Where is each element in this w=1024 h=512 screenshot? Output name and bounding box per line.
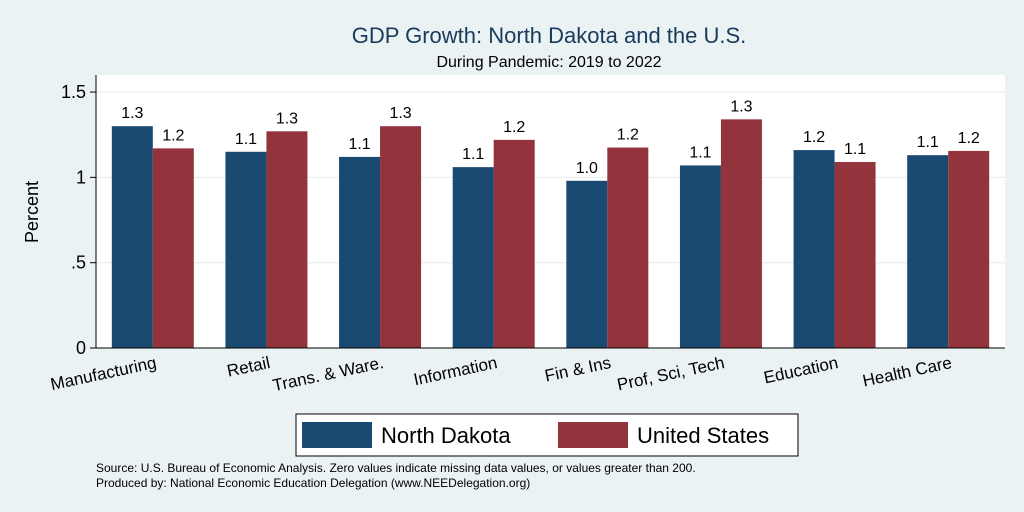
- data-label: 1.3: [276, 110, 298, 127]
- data-label: 1.2: [803, 129, 825, 146]
- bar-north-dakota: [452, 167, 494, 348]
- x-tick-label: Trans. & Ware.: [271, 353, 386, 395]
- data-label: 1.3: [730, 98, 752, 115]
- y-tick-label: 0: [76, 338, 86, 358]
- bars: [111, 119, 990, 348]
- bar-united-states: [493, 139, 535, 348]
- legend-box: [295, 413, 799, 457]
- x-tick-label: Manufacturing: [49, 353, 158, 394]
- bar-united-states: [266, 131, 308, 348]
- bar-north-dakota: [339, 156, 381, 348]
- source-note: Source: U.S. Bureau of Economic Analysis…: [96, 461, 696, 475]
- y-tick-label: 1: [76, 167, 86, 187]
- data-label: 1.3: [389, 105, 411, 122]
- data-labels: 1.3 1.2 1.1 1.3 1.1 1.3 1.1 1.2 1.0 1.2 1.1 1.3 1.2 1…: [121, 98, 980, 176]
- data-label: 1.2: [958, 130, 980, 147]
- y-tick-label: .5: [71, 253, 86, 273]
- x-tick-label: Health Care: [861, 353, 954, 390]
- bar-united-states: [834, 162, 876, 348]
- y-tick-label: 1.5: [61, 82, 86, 102]
- chart-title: GDP Growth: North Dakota and the U.S.: [352, 23, 747, 48]
- bar-north-dakota: [793, 150, 835, 348]
- bar-united-states: [152, 148, 194, 348]
- produced-by-note: Produced by: National Economic Education…: [96, 476, 530, 490]
- data-label: 1.3: [121, 105, 143, 122]
- y-axis: 0 .5 1 1.5: [61, 75, 97, 358]
- legend-label-north-dakota: North Dakota: [381, 423, 511, 448]
- x-tick-label: Information: [412, 353, 499, 389]
- data-label: 1.1: [235, 131, 257, 148]
- bar-united-states: [607, 147, 649, 348]
- data-label: 1.1: [689, 144, 711, 161]
- data-label: 1.1: [348, 136, 370, 153]
- x-axis: Manufacturing Retail Trans. & Ware. Informa…: [49, 347, 1005, 395]
- bar-united-states: [948, 150, 990, 348]
- data-label: 1.1: [844, 141, 866, 158]
- data-label: 1.1: [462, 146, 484, 163]
- data-label: 1.2: [617, 127, 639, 144]
- bar-north-dakota: [111, 126, 153, 348]
- legend-swatch-north-dakota: [302, 422, 372, 448]
- x-tick-label: Education: [762, 353, 840, 387]
- bar-north-dakota: [679, 165, 721, 348]
- data-label: 1.1: [917, 134, 939, 151]
- legend-label-united-states: United States: [637, 423, 769, 448]
- bar-north-dakota: [225, 151, 267, 348]
- data-label: 1.2: [503, 119, 525, 136]
- x-tick-label: Prof, Sci, Tech: [615, 353, 726, 394]
- x-tick-label: Retail: [225, 353, 271, 381]
- legend-swatch-united-states: [558, 422, 628, 448]
- legend: North Dakota United States: [295, 413, 799, 457]
- data-label: 1.2: [162, 127, 184, 144]
- bar-north-dakota: [566, 180, 608, 348]
- bar-united-states: [380, 126, 422, 348]
- data-label: 1.0: [576, 160, 598, 177]
- chart-subtitle: During Pandemic: 2019 to 2022: [436, 54, 661, 71]
- bar-north-dakota: [907, 155, 949, 348]
- x-tick-label: Fin & Ins: [543, 353, 613, 386]
- y-axis-label: Percent: [22, 181, 42, 243]
- bar-united-states: [720, 119, 762, 348]
